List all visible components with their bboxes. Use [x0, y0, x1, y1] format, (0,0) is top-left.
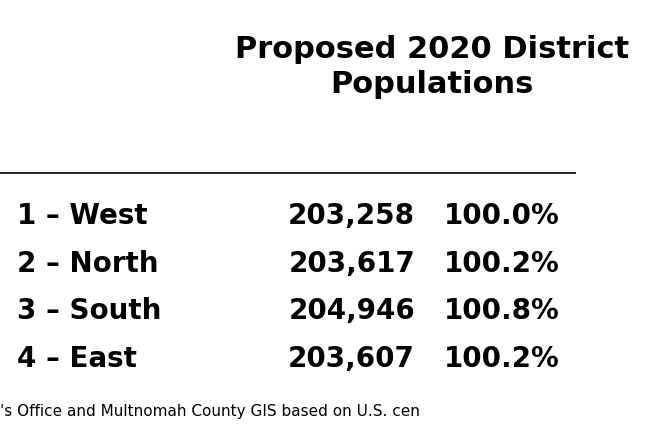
Text: 100.2%: 100.2% [443, 250, 559, 277]
Text: 's Office and Multnomah County GIS based on U.S. cen: 's Office and Multnomah County GIS based… [0, 404, 420, 419]
Text: 100.2%: 100.2% [443, 345, 559, 372]
Text: 100.8%: 100.8% [443, 297, 559, 325]
Text: 2 – North: 2 – North [17, 250, 159, 277]
Text: 204,946: 204,946 [288, 297, 415, 325]
Text: 100.0%: 100.0% [443, 202, 559, 230]
Text: 3 – South: 3 – South [17, 297, 161, 325]
Text: Proposed 2020 District
Populations: Proposed 2020 District Populations [235, 35, 629, 99]
Text: 203,258: 203,258 [288, 202, 415, 230]
Text: 203,617: 203,617 [288, 250, 415, 277]
Text: 203,607: 203,607 [288, 345, 415, 372]
Text: 4 – East: 4 – East [17, 345, 137, 372]
Text: 1 – West: 1 – West [17, 202, 148, 230]
